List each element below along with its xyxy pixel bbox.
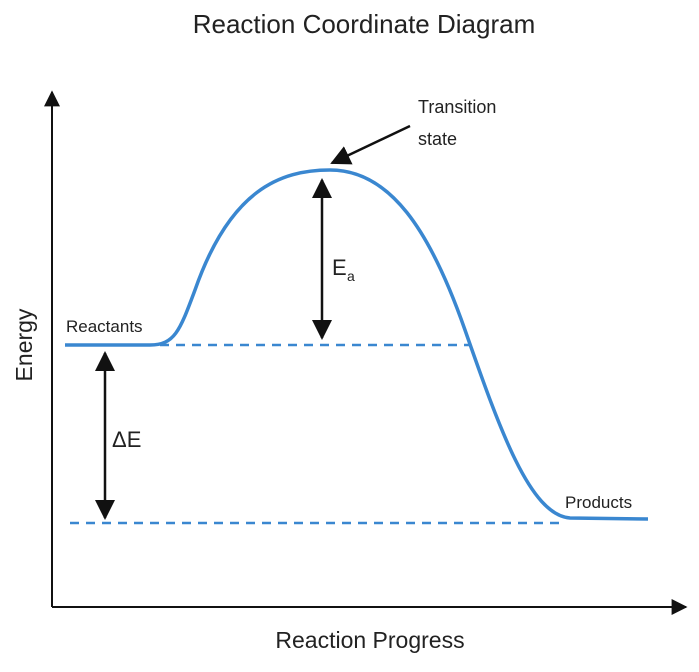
title: Reaction Coordinate Diagram — [193, 9, 536, 39]
y-axis-label: Energy — [11, 308, 37, 381]
x-axis-label: Reaction Progress — [275, 627, 464, 653]
energy-curve — [65, 168, 649, 521]
delta-e-label: ΔE — [112, 427, 141, 452]
transition-pointer — [330, 124, 411, 165]
reactants-label: Reactants — [66, 317, 143, 336]
transition-label: state — [418, 129, 457, 149]
products-label: Products — [565, 493, 632, 512]
ea-label: E — [332, 255, 347, 280]
ea-subscript: a — [347, 268, 355, 284]
transition-label: Transition — [418, 97, 496, 117]
